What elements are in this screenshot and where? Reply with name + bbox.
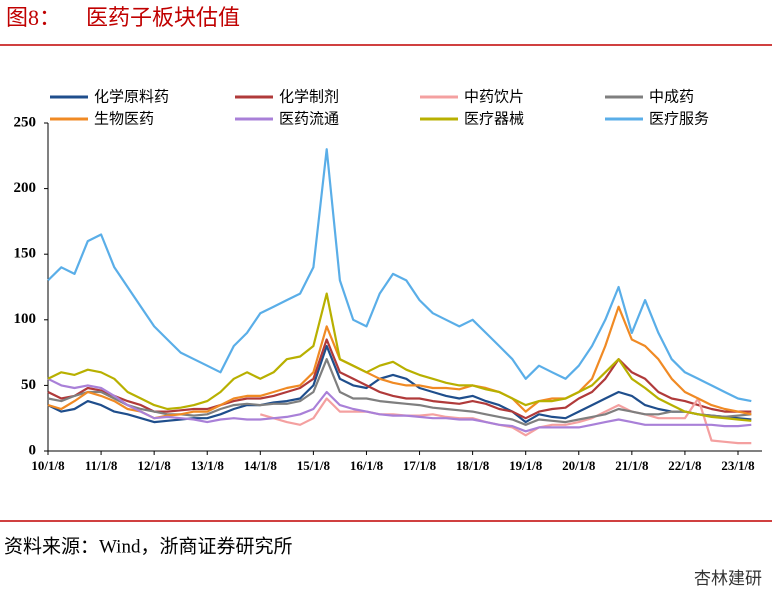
x-tick-label: 17/1/8 (403, 458, 437, 473)
x-tick-label: 13/1/8 (191, 458, 225, 473)
x-tick-label: 14/1/8 (244, 458, 278, 473)
y-tick-label: 200 (14, 180, 37, 196)
series-line (47, 148, 752, 403)
series-line (47, 358, 752, 426)
x-tick-label: 11/1/8 (85, 458, 118, 473)
x-tick-label: 10/1/8 (31, 458, 65, 473)
y-tick-label: 100 (14, 311, 37, 327)
x-tick-label: 18/1/8 (456, 458, 490, 473)
legend-label: 医疗器械 (464, 110, 524, 128)
x-tick-label: 22/1/8 (668, 458, 702, 473)
figure-label: 图8： (6, 5, 61, 30)
x-tick-label: 20/1/8 (562, 458, 596, 473)
series-line (259, 397, 752, 445)
legend-label: 中成药 (649, 88, 694, 106)
y-tick-label: 150 (14, 246, 37, 262)
x-tick-label: 23/1/8 (721, 458, 755, 473)
source: 资料来源：Wind，浙商证券研究所 (4, 535, 292, 557)
series-line (47, 344, 752, 424)
x-tick-label: 12/1/8 (138, 458, 172, 473)
legend-label: 中药饮片 (464, 88, 524, 106)
plot-area: 0 50 100 150 200 250 10/1/8 11/1/8 12/1/8 13/1/8 1… (14, 88, 762, 473)
x-tick-label: 15/1/8 (297, 458, 331, 473)
watermark: 杏林建研 (694, 569, 762, 589)
series-line (47, 292, 752, 422)
legend-label: 化学原料药 (94, 88, 169, 106)
legend-label: 医疗服务 (649, 110, 709, 128)
x-tick-label: 16/1/8 (350, 458, 384, 473)
y-tick-label: 0 (29, 442, 37, 458)
legend-label: 化学制剂 (279, 88, 339, 106)
legend-label: 医药流通 (279, 110, 339, 128)
x-tick-label: 21/1/8 (615, 458, 649, 473)
series-line (47, 377, 752, 433)
y-tick-label: 250 (14, 114, 37, 130)
y-tick-label: 50 (21, 377, 36, 393)
x-tick-label: 19/1/8 (509, 458, 543, 473)
series-line (47, 338, 752, 420)
legend-label: 生物医药 (94, 110, 154, 128)
chart-title: 医药子板块估值 (86, 5, 240, 30)
